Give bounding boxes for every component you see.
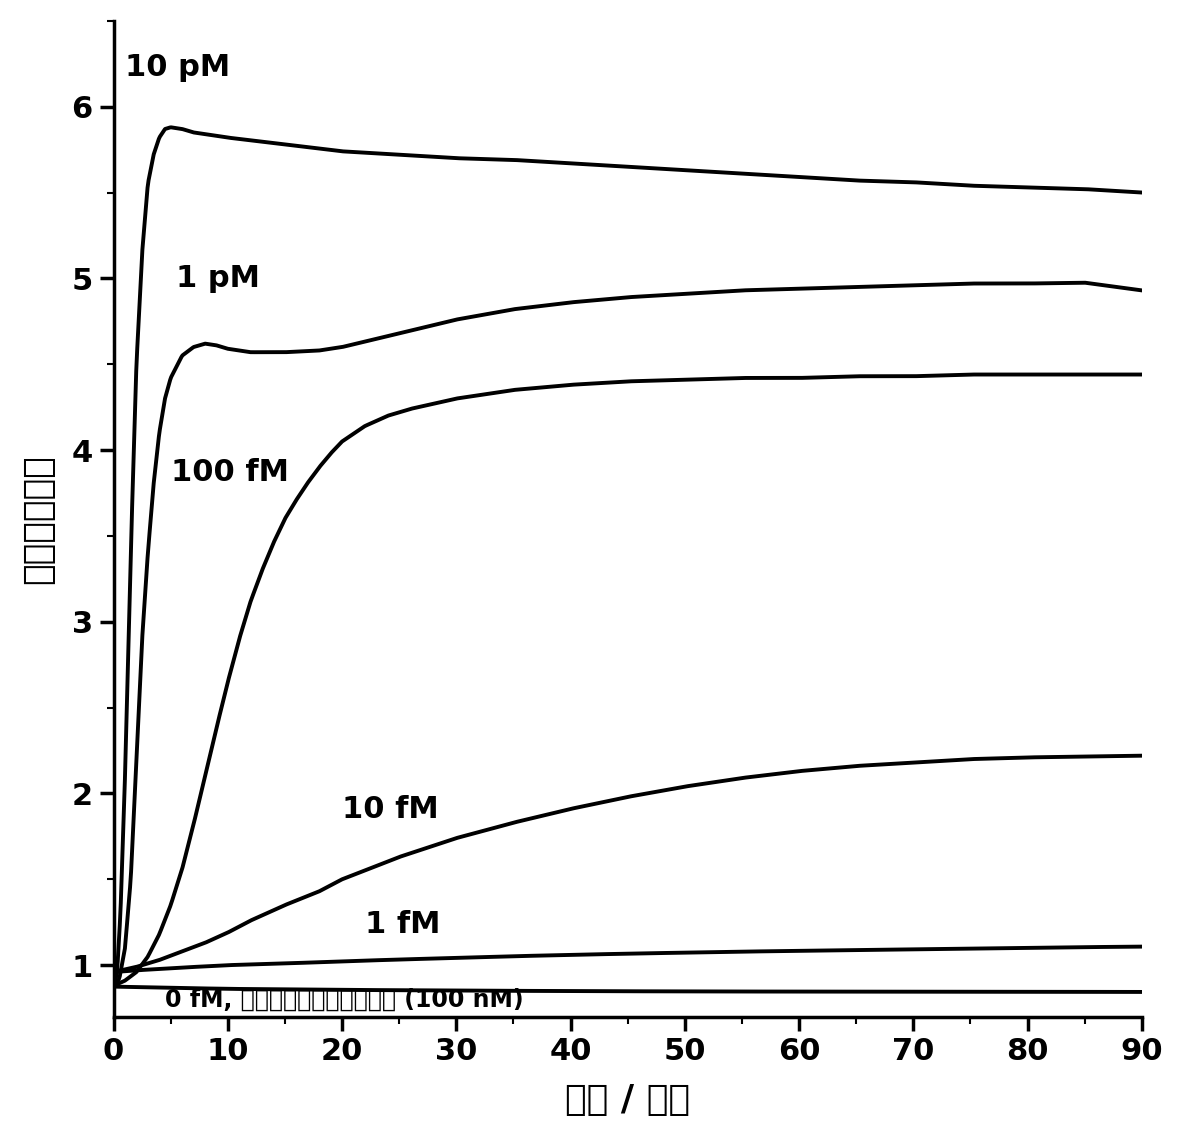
Text: 10 fM: 10 fM bbox=[342, 794, 439, 824]
Text: 100 fM: 100 fM bbox=[170, 457, 289, 487]
Text: 10 pM: 10 pM bbox=[126, 52, 230, 82]
Text: 1 pM: 1 pM bbox=[176, 264, 260, 292]
Text: 0 fM, 与靶核酸序列无关的模板 (100 nM): 0 fM, 与靶核酸序列无关的模板 (100 nM) bbox=[165, 988, 523, 1012]
Text: 1 fM: 1 fM bbox=[365, 909, 440, 939]
Y-axis label: 荧光信号强度: 荧光信号强度 bbox=[21, 454, 54, 584]
X-axis label: 时间 / 分钟: 时间 / 分钟 bbox=[565, 1083, 690, 1118]
